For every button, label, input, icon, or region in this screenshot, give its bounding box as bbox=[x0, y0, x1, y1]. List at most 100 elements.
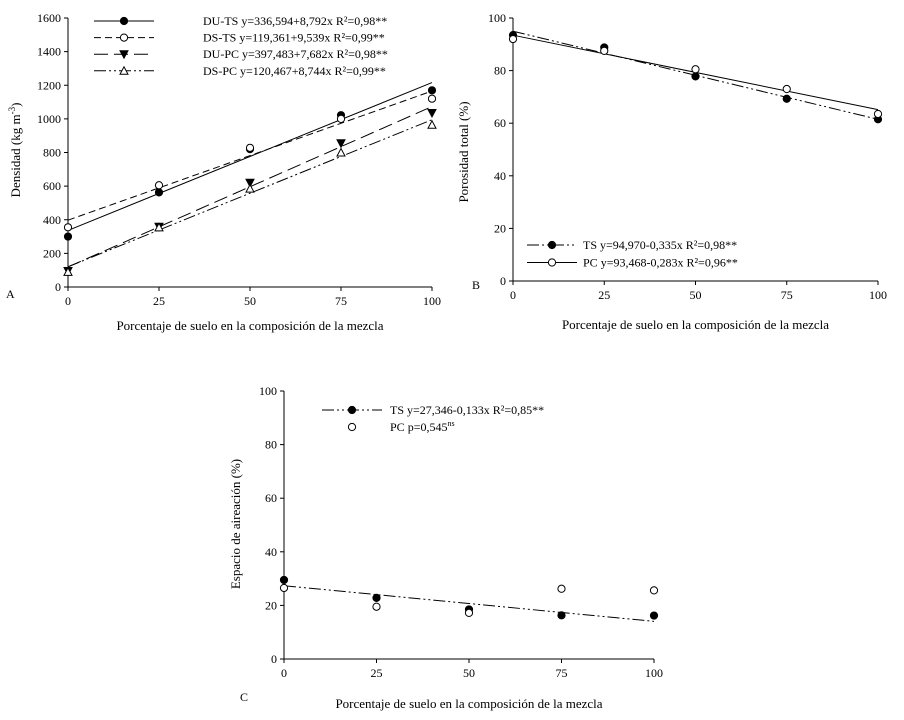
data-point-pc bbox=[782, 84, 791, 94]
data-point-ts bbox=[372, 593, 381, 602]
data-point-pc bbox=[557, 584, 566, 593]
x-tick-label: 75 bbox=[335, 294, 347, 308]
data-point-pc bbox=[600, 46, 609, 55]
legend: DU-TS y=336,594+8,792x R²=0,98**DS-TS y=… bbox=[94, 14, 388, 78]
data-point-ds-ts bbox=[245, 143, 255, 152]
x-tick-label: 0 bbox=[510, 288, 516, 302]
y-tick-label: 100 bbox=[259, 384, 277, 398]
legend: TS y=94,970-0,335x R²=0,98** PC y=93,468-… bbox=[527, 238, 738, 270]
y-tick-label: 60 bbox=[494, 116, 506, 130]
y-axis-title: Densidad (kg m-3) bbox=[7, 103, 23, 198]
data-point-du-pc bbox=[245, 178, 255, 188]
legend-label-ts: TS y=27,346-0,133x R²=0,85** bbox=[390, 403, 544, 417]
legend-marker-pc bbox=[547, 258, 557, 267]
y-axis-title-close: ) bbox=[8, 103, 23, 107]
data-point-du-ts bbox=[154, 188, 164, 197]
x-tick-label: 25 bbox=[598, 288, 610, 302]
y-tick-label: 60 bbox=[265, 491, 277, 505]
regression-line-ds-ts bbox=[67, 90, 433, 221]
legend-equation: y=397,483+7,682x R²=0,98** bbox=[242, 47, 388, 61]
legend-series-name: DS-TS bbox=[203, 31, 239, 45]
y-tick-label: 100 bbox=[488, 11, 506, 25]
legend-equation: y=94,970-0,335x R²=0,98** bbox=[600, 238, 737, 252]
panel-letter: B bbox=[472, 278, 480, 292]
legend-marker-du-ts bbox=[119, 16, 129, 26]
x-axis-title: Porcentaje de suelo en la composición de… bbox=[335, 696, 602, 711]
panel-letter: A bbox=[6, 287, 15, 301]
x-tick-label: 0 bbox=[281, 666, 287, 680]
legend-series-name: PC bbox=[390, 420, 408, 434]
legend-marker-du-pc bbox=[119, 50, 129, 60]
data-point-ts bbox=[279, 575, 289, 585]
y-tick-label: 200 bbox=[43, 246, 61, 260]
legend-equation: y=120,467+8,744x R²=0,99** bbox=[240, 64, 386, 78]
y-tick-label: 80 bbox=[265, 438, 277, 452]
y-tick-label: 20 bbox=[265, 598, 277, 612]
x-tick-label: 75 bbox=[781, 288, 793, 302]
data-point-ts bbox=[649, 611, 659, 620]
x-tick-label: 50 bbox=[690, 288, 702, 302]
data-point-ds-pc bbox=[336, 147, 346, 157]
y-tick-label: 80 bbox=[494, 64, 506, 78]
legend: TS y=27,346-0,133x R²=0,85** PC p=0,545ns bbox=[322, 403, 544, 434]
data-point-ds-pc bbox=[63, 266, 73, 276]
legend-label-ds-pc: DS-PC y=120,467+8,744x R²=0,99** bbox=[203, 64, 386, 78]
legend-label-ts: TS y=94,970-0,335x R²=0,98** bbox=[583, 238, 737, 252]
legend-equation: y=93,468-0,283x R²=0,96** bbox=[601, 256, 738, 270]
data-point-ts bbox=[557, 611, 566, 620]
y-tick-label: 40 bbox=[265, 545, 277, 559]
data-point-pc bbox=[464, 608, 474, 618]
y-axis-title-main: Densidad (kg m bbox=[8, 114, 23, 197]
y-tick-label: 800 bbox=[43, 146, 61, 160]
x-tick-label: 25 bbox=[153, 294, 165, 308]
data-point-du-ts bbox=[427, 86, 437, 95]
data-point-pc bbox=[508, 34, 518, 44]
x-tick-label: 75 bbox=[556, 666, 568, 680]
data-point-ds-pc bbox=[245, 183, 255, 193]
x-tick-label: 100 bbox=[645, 666, 663, 680]
y-tick-label: 1400 bbox=[37, 45, 61, 59]
y-tick-label: 600 bbox=[43, 179, 61, 193]
data-point-du-ts bbox=[63, 232, 73, 241]
legend-series-name: DU-PC bbox=[203, 47, 242, 61]
y-axis-title: Porosidad total (%) bbox=[456, 101, 471, 202]
legend-equation: p=0,545 bbox=[408, 420, 448, 434]
data-point-ds-ts bbox=[63, 223, 73, 232]
legend-series-name: TS bbox=[583, 238, 600, 252]
legend-equation: y=119,361+9,539x R²=0,99** bbox=[239, 31, 384, 45]
data-point-ts bbox=[691, 72, 700, 81]
data-point-ds-pc bbox=[427, 119, 437, 129]
panel-c: 0 20 40 60 80 100 0 25 50 75 100 Porcentaje de suel… bbox=[228, 384, 663, 711]
y-tick-label: 0 bbox=[500, 274, 506, 288]
regression-line-ds-pc bbox=[67, 119, 433, 268]
legend-marker-pc bbox=[347, 422, 357, 432]
panel-b: 0 20 40 60 80 100 0 25 50 75 100 Porcentaje de suel… bbox=[456, 11, 887, 332]
data-point-pc bbox=[372, 602, 381, 611]
legend-label-pc: PC y=93,468-0,283x R²=0,96** bbox=[583, 256, 738, 270]
regression-line-ts bbox=[283, 585, 655, 622]
legend-equation: y=27,346-0,133x R²=0,85** bbox=[407, 403, 544, 417]
x-tick-label: 100 bbox=[423, 294, 441, 308]
legend-series-name: DS-PC bbox=[203, 64, 240, 78]
data-point-pc bbox=[691, 65, 700, 74]
legend-series-name: PC bbox=[583, 256, 601, 270]
y-tick-label: 1600 bbox=[37, 11, 61, 25]
y-axis-title: Espacio de aireación (%) bbox=[228, 459, 243, 589]
data-point-ts bbox=[782, 94, 791, 103]
legend-marker-ts bbox=[347, 405, 357, 415]
x-tick-label: 25 bbox=[371, 666, 383, 680]
y-tick-label: 400 bbox=[43, 213, 61, 227]
y-tick-label: 0 bbox=[271, 652, 277, 666]
legend-marker-ts bbox=[547, 240, 557, 250]
y-tick-label: 40 bbox=[494, 169, 506, 183]
legend-marker-ds-pc bbox=[119, 65, 129, 75]
data-point-du-pc bbox=[427, 108, 437, 119]
legend-label-pc: PC p=0,545ns bbox=[390, 419, 455, 434]
data-point-pc bbox=[279, 583, 289, 593]
x-tick-label: 50 bbox=[244, 294, 256, 308]
data-point-ds-pc bbox=[154, 222, 164, 232]
data-point-pc bbox=[873, 109, 883, 119]
x-axis-title: Porcentaje de suelo en la composición de… bbox=[562, 317, 829, 332]
y-axis-title-main: Espacio de aireación (%) bbox=[228, 459, 243, 589]
